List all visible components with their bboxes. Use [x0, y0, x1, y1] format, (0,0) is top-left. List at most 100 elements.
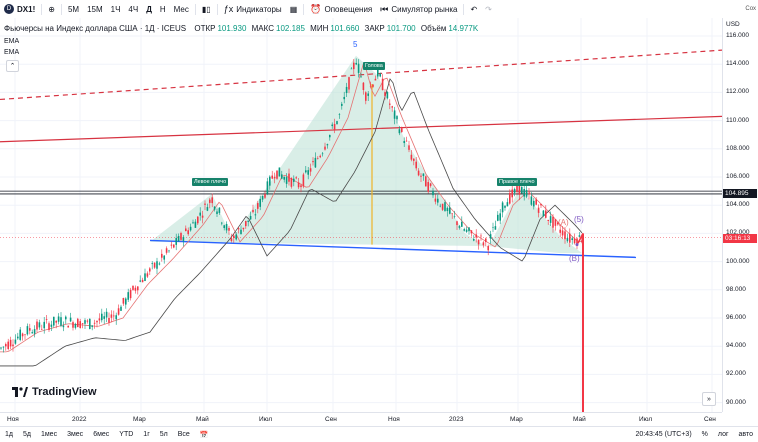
time-label: Мар — [133, 416, 146, 423]
candle-body — [165, 248, 168, 253]
indicator-ema-2[interactable]: EMA — [4, 49, 20, 56]
chart-type-button[interactable]: ▮▯ — [198, 0, 215, 18]
candle-body — [216, 211, 218, 214]
candle-body — [557, 222, 559, 225]
templates-button[interactable]: ▦ — [286, 0, 302, 18]
log-toggle[interactable]: лог — [717, 431, 729, 438]
candle-body — [309, 168, 312, 172]
candle-body — [199, 212, 201, 216]
candle-body — [206, 207, 209, 211]
calendar-icon: 📅 — [199, 431, 209, 439]
candle-body — [55, 320, 57, 323]
candle-body — [341, 103, 343, 106]
candle-body — [77, 318, 79, 328]
tradingview-mark-icon — [12, 387, 28, 397]
candle-body — [317, 158, 319, 159]
symbol-selector[interactable]: D DX1! — [0, 0, 39, 18]
candle-body — [225, 223, 228, 231]
candle-body — [79, 321, 81, 328]
range-ytd[interactable]: YTD — [119, 431, 134, 438]
date-range-button[interactable]: 📅 — [195, 431, 214, 439]
candle-body — [475, 234, 477, 238]
candle-body — [235, 234, 237, 240]
interval-1w[interactable]: Н — [159, 4, 166, 14]
chart-legend: Фьючерсы на Индекс доллара США · 1Д · IC… — [4, 24, 478, 33]
range-1d[interactable]: 1д — [5, 431, 13, 438]
range-6m[interactable]: 6мес — [93, 431, 110, 438]
candle-body — [369, 85, 372, 87]
candle-body — [357, 63, 360, 73]
candle-body — [182, 237, 185, 241]
interval-15m[interactable]: 15М — [87, 4, 103, 14]
auto-toggle[interactable]: авто — [738, 431, 753, 438]
collapse-legend-button[interactable]: ⌃ — [6, 60, 19, 72]
candle-body — [168, 250, 170, 252]
time-axis[interactable]: Ноя 2022 Мар Май Июл Сен Ноя 2023 Мар Ма… — [0, 412, 722, 427]
candle-body — [422, 173, 425, 177]
candle-body — [161, 253, 163, 258]
candle-body — [50, 324, 53, 327]
candle-body — [444, 202, 446, 211]
interval-1d[interactable]: Д — [146, 4, 152, 14]
replay-button[interactable]: ⏮ Симулятор рынка — [376, 0, 461, 18]
candle-body — [175, 237, 177, 245]
candle-body — [343, 96, 345, 100]
undo-button[interactable]: ↶ — [466, 0, 481, 18]
candle-body — [177, 236, 180, 242]
clock-time[interactable]: 20:43:45 (UTC+3) — [635, 431, 692, 438]
candle-body — [501, 202, 504, 213]
interval-1h[interactable]: 1Ч — [110, 4, 121, 14]
chart-pane[interactable]: Фьючерсы на Индекс доллара США · 1Д · IC… — [0, 18, 722, 412]
range-5y[interactable]: 5л — [159, 431, 168, 438]
range-1y[interactable]: 1г — [143, 431, 150, 438]
save-button[interactable]: Сох — [745, 6, 756, 12]
candle-body — [355, 62, 357, 65]
indicators-button[interactable]: ƒx Индикаторы — [220, 0, 286, 18]
candle-body — [463, 229, 465, 231]
indicators-icon: ƒx — [223, 4, 234, 14]
time-label: Мар — [510, 416, 523, 423]
candle-body — [506, 202, 509, 207]
redo-button[interactable]: ↷ — [481, 0, 496, 18]
legend-low-label: МИН — [310, 24, 329, 33]
top-toolbar: D DX1! ⊕ 5М 15М 1Ч 4Ч Д Н Мес ▮▯ ƒx Инди… — [0, 0, 758, 19]
interval-5m[interactable]: 5М — [67, 4, 80, 14]
candles-icon: ▮▯ — [201, 4, 211, 14]
candle-body — [81, 323, 84, 325]
candle-body — [326, 144, 329, 146]
scroll-to-realtime-button[interactable]: » — [702, 392, 716, 406]
candle-body — [201, 215, 204, 218]
percent-toggle[interactable]: % — [701, 431, 708, 438]
currency-label[interactable]: USD — [726, 21, 740, 28]
interval-4h[interactable]: 4Ч — [128, 4, 139, 14]
indicator-ema-1[interactable]: EMA — [4, 38, 20, 45]
candle-body — [110, 314, 113, 318]
candle-body — [98, 318, 101, 321]
candle-body — [221, 222, 223, 224]
right-shoulder-label: Правое плечо — [497, 178, 537, 186]
range-5d[interactable]: 5д — [22, 431, 31, 438]
candle-body — [360, 76, 362, 78]
ema-slow-line — [0, 78, 583, 367]
price-axis[interactable]: USD 116.000 114.000 112.000 110.000 108.000 1… — [722, 18, 758, 412]
candle-body — [115, 315, 117, 320]
candle-body — [151, 263, 153, 265]
wave-b-label: (B) — [569, 254, 580, 263]
candle-body — [259, 198, 261, 207]
candle-body — [545, 210, 547, 218]
range-all[interactable]: Все — [177, 431, 190, 438]
candle-body — [269, 176, 271, 186]
candle-body — [125, 298, 127, 305]
range-1m[interactable]: 1мес — [40, 431, 58, 438]
tradingview-logo: TradingView — [12, 386, 97, 398]
candle-body — [405, 140, 408, 142]
candle-body — [573, 238, 576, 244]
time-label: Июл — [259, 416, 273, 423]
interval-1mo[interactable]: Мес — [173, 4, 189, 14]
candle-body — [533, 200, 535, 207]
candle-body — [2, 346, 5, 348]
alerts-button[interactable]: ⏰ Оповещения — [306, 0, 376, 18]
compare-button[interactable]: ⊕ — [44, 0, 59, 18]
candle-body — [293, 178, 295, 182]
range-3m[interactable]: 3мес — [67, 431, 84, 438]
